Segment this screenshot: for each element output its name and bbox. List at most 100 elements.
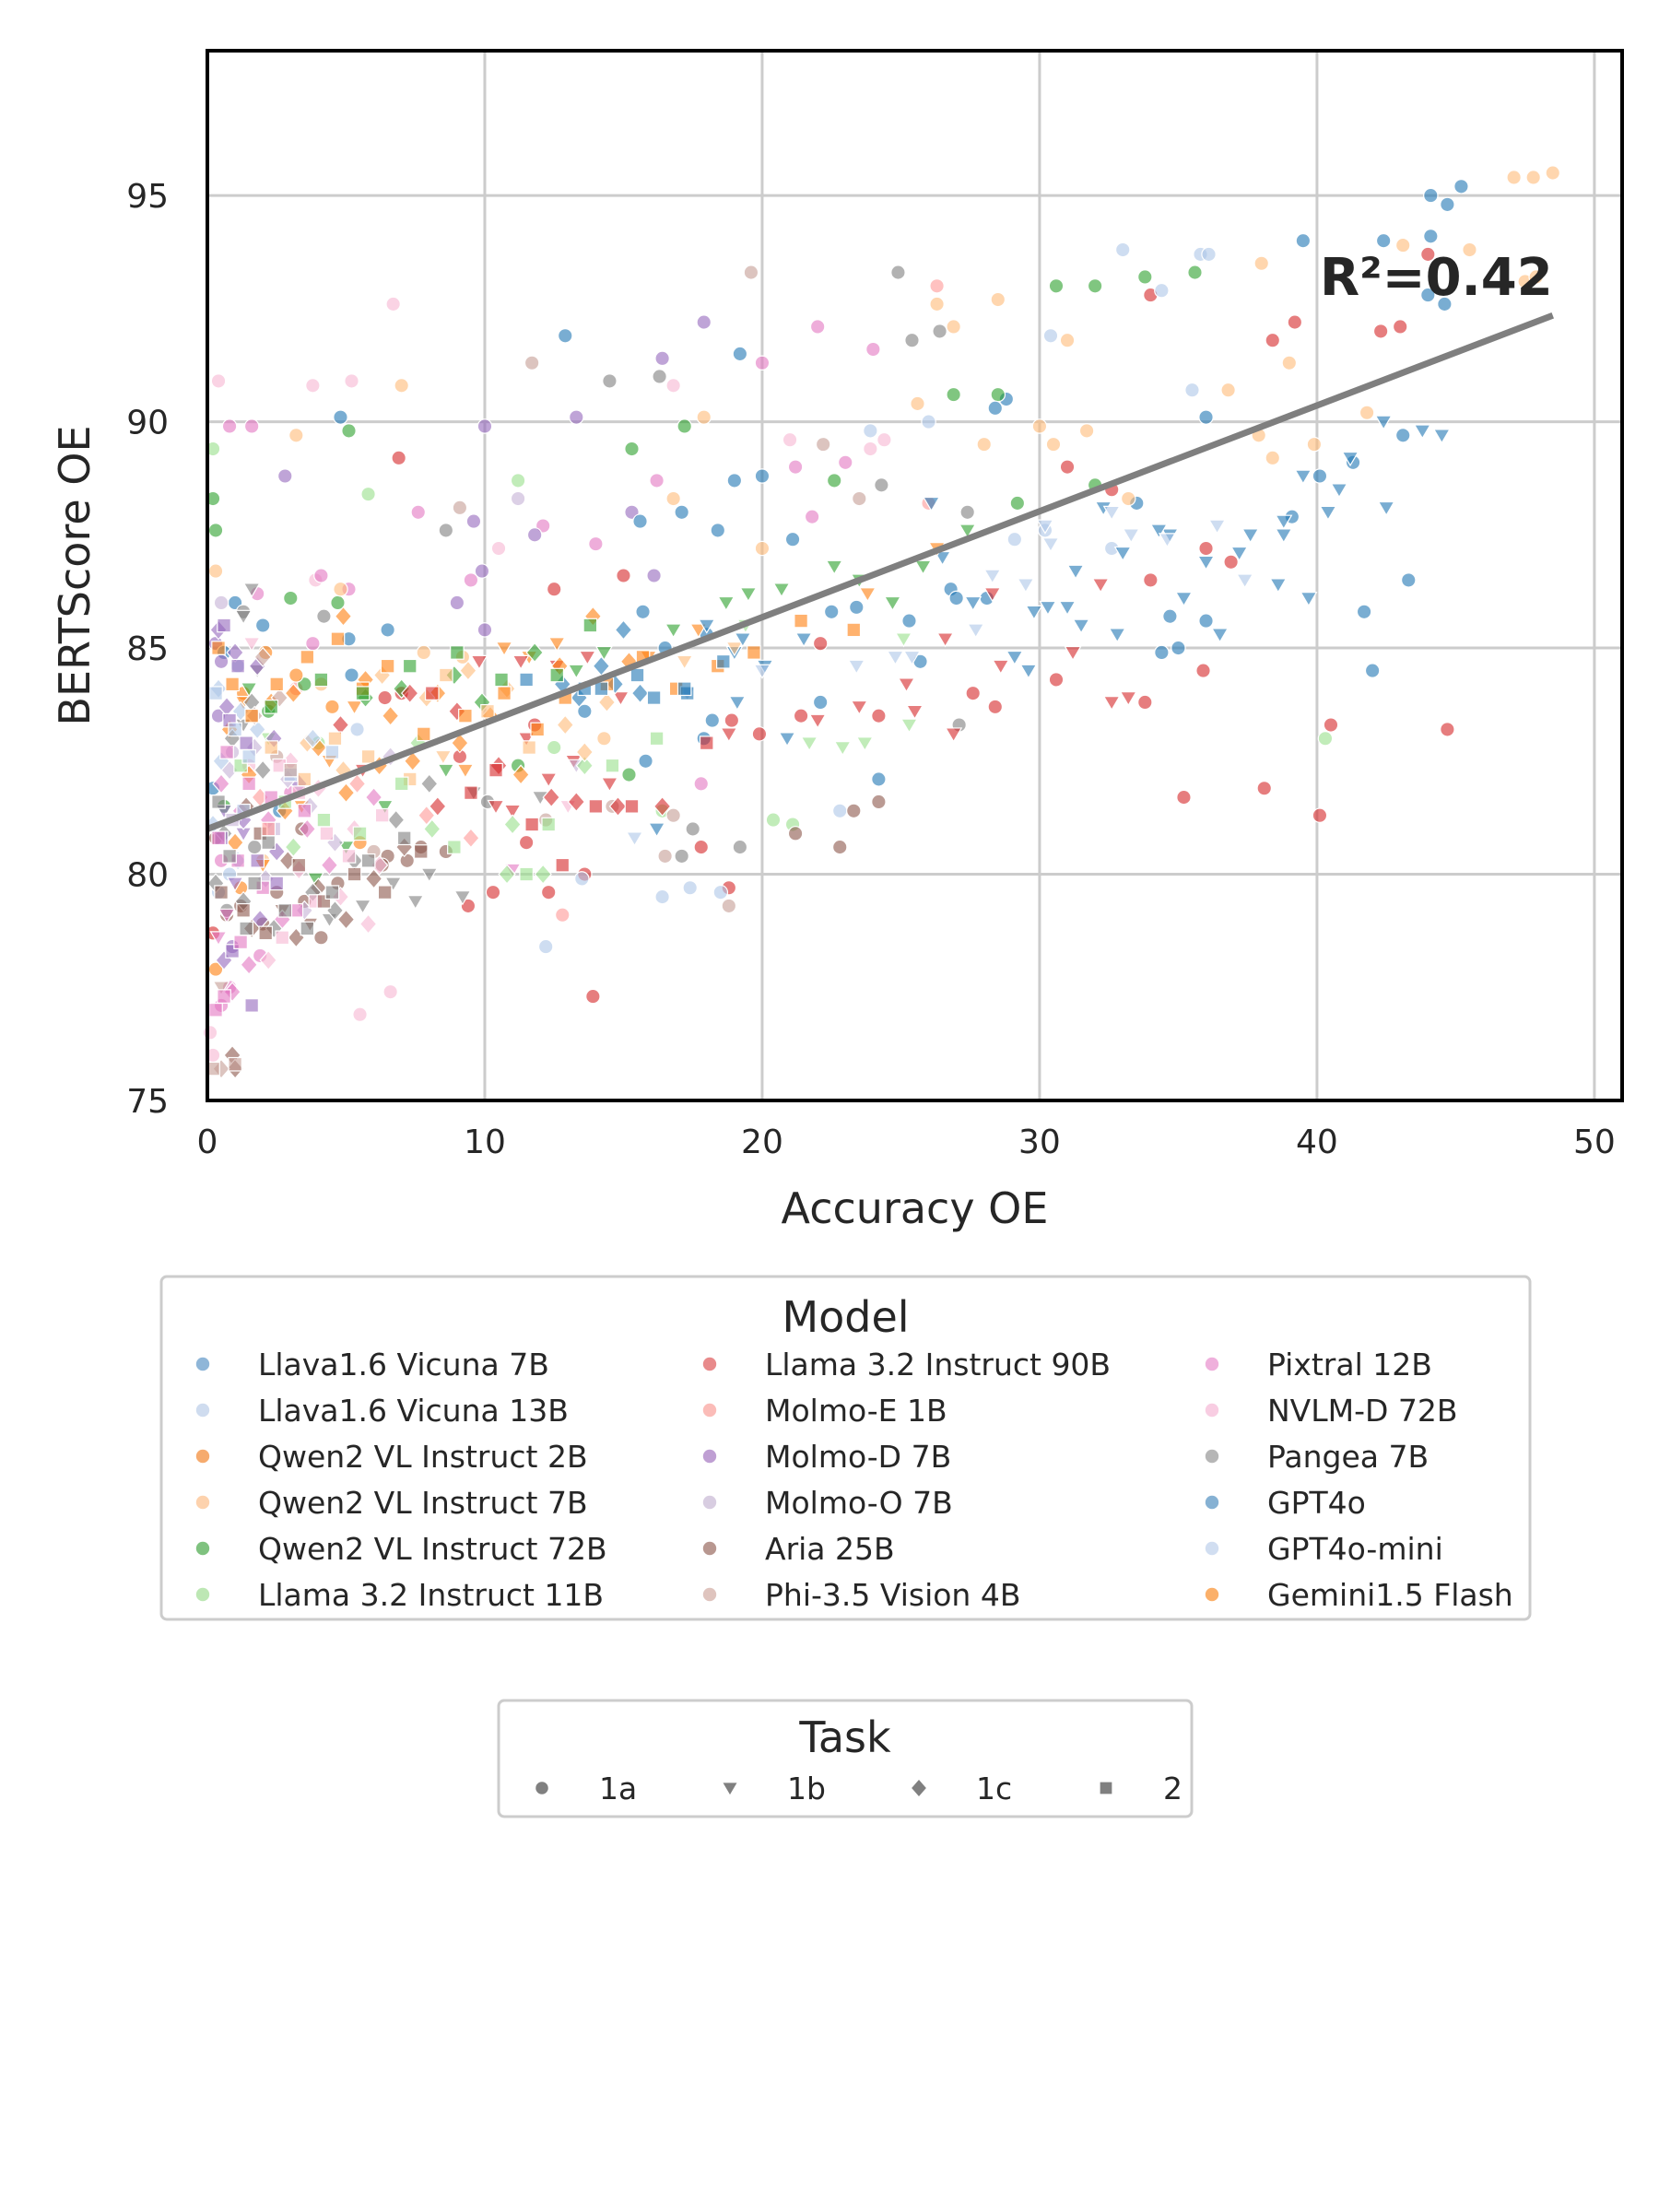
data-point — [524, 817, 539, 832]
task-legend-title: Task — [798, 1712, 891, 1762]
data-point — [754, 540, 771, 557]
y-tick-label: 95 — [126, 178, 169, 216]
data-point — [283, 762, 299, 778]
data-point — [202, 1025, 218, 1041]
data-point — [259, 949, 277, 971]
data-point — [254, 618, 271, 633]
legend-marker — [702, 1403, 717, 1418]
data-point — [391, 450, 406, 466]
data-point — [212, 981, 230, 996]
data-point — [855, 736, 874, 752]
data-point — [1017, 578, 1035, 594]
data-point — [582, 618, 598, 633]
y-tick-label: 75 — [126, 1083, 169, 1121]
data-point — [871, 794, 887, 810]
data-point — [1356, 604, 1372, 620]
data-point — [420, 773, 439, 794]
data-point — [316, 812, 332, 828]
data-point — [858, 587, 877, 603]
data-point — [734, 632, 752, 648]
data-point — [967, 623, 985, 639]
data-point — [404, 750, 422, 771]
data-point — [345, 700, 364, 716]
data-point — [992, 659, 1010, 675]
data-point — [416, 726, 431, 742]
data-point — [534, 864, 552, 885]
data-point — [429, 795, 447, 817]
data-point — [1087, 278, 1103, 294]
data-point — [676, 654, 694, 671]
data-point — [324, 885, 340, 900]
legend-marker — [702, 1587, 717, 1602]
data-point — [1241, 528, 1260, 544]
data-point — [1143, 572, 1159, 588]
data-point — [1432, 429, 1451, 444]
x-tick-label: 10 — [464, 1124, 506, 1161]
model-legend-box — [159, 1275, 1532, 1621]
data-point — [577, 703, 593, 720]
data-point — [726, 473, 743, 488]
x-tick-label: 0 — [197, 1124, 218, 1161]
data-point — [1423, 187, 1439, 204]
data-point — [558, 328, 573, 344]
data-point — [269, 677, 285, 692]
data-point — [449, 594, 465, 611]
data-point — [542, 786, 560, 808]
data-point — [214, 885, 229, 900]
data-point — [1162, 608, 1178, 624]
data-point — [1275, 528, 1293, 544]
data-point — [808, 713, 827, 729]
data-point — [665, 490, 681, 507]
data-point — [1064, 645, 1082, 662]
data-point — [629, 667, 645, 683]
data-point — [261, 821, 276, 837]
data-point — [355, 686, 371, 700]
data-point — [217, 618, 231, 633]
legend-marker — [195, 1449, 210, 1464]
data-point — [333, 581, 348, 597]
data-point — [732, 346, 748, 362]
data-point — [269, 876, 285, 891]
data-point — [621, 767, 637, 782]
data-point — [665, 807, 681, 823]
data-point — [720, 727, 738, 743]
data-point — [450, 645, 465, 660]
data-point — [1287, 314, 1303, 330]
legend-entry-label: Qwen2 VL Instruct 7B — [258, 1485, 588, 1521]
data-point — [652, 369, 667, 384]
data-point — [929, 296, 945, 312]
data-point — [964, 595, 982, 612]
data-point — [863, 423, 878, 439]
data-point — [213, 594, 229, 611]
data-point — [831, 839, 848, 855]
data-point — [406, 895, 425, 911]
data-point — [782, 431, 798, 448]
data-point — [546, 739, 562, 756]
legend-entry-label: Molmo-E 1B — [765, 1393, 947, 1429]
data-point — [291, 857, 307, 873]
data-point — [890, 265, 906, 280]
legend-entry-label: Qwen2 VL Instruct 72B — [258, 1531, 607, 1567]
data-point — [530, 722, 545, 737]
data-point — [374, 807, 390, 823]
data-point — [1462, 241, 1477, 258]
data-point — [349, 722, 365, 737]
data-point — [901, 613, 917, 629]
data-point — [990, 386, 1006, 403]
data-point — [665, 378, 681, 394]
data-point — [385, 296, 401, 312]
data-point — [1300, 592, 1318, 607]
data-point — [243, 418, 260, 434]
data-point — [874, 477, 889, 493]
data-point — [1256, 780, 1272, 796]
data-point — [1187, 265, 1203, 280]
data-point — [871, 708, 887, 724]
data-point — [1025, 605, 1043, 621]
data-point — [265, 918, 283, 939]
data-point — [646, 568, 662, 583]
legend-entry-label: Llava1.6 Vicuna 13B — [258, 1393, 569, 1429]
data-point — [522, 740, 536, 755]
data-point — [540, 884, 557, 900]
data-point — [1113, 546, 1132, 562]
data-point — [246, 839, 263, 855]
